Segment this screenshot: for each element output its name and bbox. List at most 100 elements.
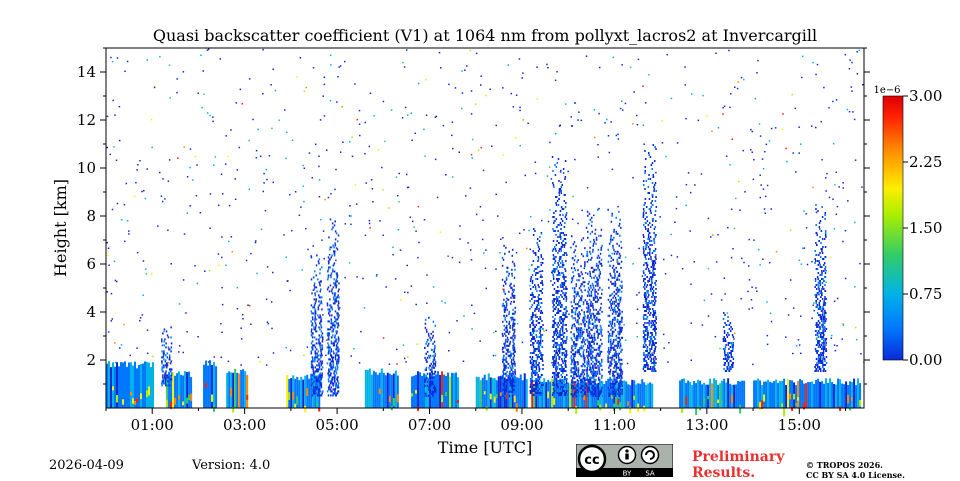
aerosol-pixel: [534, 394, 537, 396]
aerosol-pixel: [310, 364, 313, 367]
aerosol-pixel: [574, 355, 576, 358]
aerosol-pixel: [822, 278, 824, 280]
aerosol-pixel: [332, 384, 334, 387]
aerosol-pixel: [590, 390, 592, 393]
boundary-layer-cell: [687, 380, 690, 408]
aerosol-pixel: [819, 368, 821, 370]
aerosol-pixel: [310, 310, 313, 313]
aerosol-pixel: [618, 272, 621, 275]
aerosol-pixel: [563, 360, 566, 362]
boundary-layer-cell: [126, 366, 128, 408]
aerosol-pixel: [572, 357, 575, 360]
aerosol-pixel: [588, 336, 591, 339]
aerosol-pixel: [432, 394, 434, 397]
aerosol-pixel: [824, 320, 827, 322]
aerosol-pixel: [574, 337, 576, 340]
aerosol-pixel: [565, 366, 567, 368]
boundary-layer-cell: [805, 383, 808, 408]
aerosol-pixel: [583, 323, 586, 326]
aerosol-pixel: [534, 384, 536, 386]
aerosol-pixel: [619, 368, 621, 371]
aerosol-pixel: [653, 360, 656, 362]
aerosol-pixel: [536, 242, 538, 244]
aerosol-pixel: [338, 314, 340, 317]
aerosol-pixel: [318, 296, 321, 299]
aerosol-pixel: [328, 388, 330, 391]
aerosol-pixel: [597, 352, 599, 355]
aerosol-pixel: [557, 274, 560, 276]
aerosol-pixel: [587, 378, 590, 381]
aerosol-pixel: [535, 360, 538, 362]
aerosol-pixel: [508, 320, 511, 323]
aerosol-pixel: [507, 338, 509, 341]
aerosol-pixel: [318, 376, 320, 379]
aerosol-pixel: [573, 267, 576, 270]
aerosol-pixel: [510, 368, 513, 371]
aerosol-pixel: [561, 376, 564, 378]
aerosol-pixel: [329, 364, 331, 367]
aerosol-pixel: [558, 188, 561, 190]
aerosol-pixel: [534, 382, 537, 384]
aerosol-pixel: [564, 160, 567, 162]
noise-dot: [494, 354, 497, 357]
aerosol-pixel: [165, 374, 168, 377]
aerosol-pixel: [554, 230, 556, 232]
aerosol-pixel: [644, 326, 647, 328]
aerosol-pixel: [728, 348, 730, 350]
aerosol-pixel: [589, 284, 592, 287]
aerosol-pixel: [572, 371, 574, 374]
aerosol-pixel: [328, 350, 331, 353]
aerosol-pixel: [650, 326, 652, 328]
aerosol-pixel: [577, 315, 579, 318]
aerosol-pixel: [570, 387, 573, 390]
aerosol-pixel: [611, 342, 614, 345]
aerosol-pixel: [330, 272, 333, 275]
aerosol-pixel: [618, 332, 621, 335]
aerosol-pixel: [574, 303, 577, 306]
aerosol-pixel: [655, 220, 657, 222]
noise-dot: [178, 345, 181, 347]
aerosol-pixel: [321, 376, 323, 379]
aerosol-pixel: [558, 192, 560, 194]
aerosol-pixel: [318, 338, 320, 341]
aerosol-pixel: [599, 350, 601, 353]
aerosol-pixel: [533, 352, 535, 354]
aerosol-pixel: [594, 280, 597, 283]
aerosol-pixel: [538, 346, 541, 348]
aerosol-pixel: [645, 228, 647, 230]
aerosol-pixel: [311, 374, 314, 377]
aerosol-pixel: [615, 350, 617, 353]
aerosol-pixel: [817, 336, 820, 338]
aerosol-pixel: [651, 194, 654, 196]
aerosol-pixel: [332, 342, 334, 345]
aerosol-pixel: [513, 328, 516, 331]
aerosol-pixel: [556, 332, 559, 334]
aerosol-pixel: [514, 372, 517, 375]
boundary-layer-cell: [372, 370, 375, 408]
noise-dot: [732, 247, 734, 250]
aerosol-pixel: [532, 294, 534, 296]
aerosol-pixel: [430, 392, 433, 395]
aerosol-pixel: [563, 298, 565, 300]
aerosol-pixel: [647, 304, 649, 306]
aerosol-pixel: [510, 352, 512, 355]
aerosol-pixel: [557, 312, 559, 314]
aerosol-pixel: [572, 311, 574, 314]
noise-dot: [785, 147, 787, 150]
noise-dot: [137, 164, 139, 166]
aerosol-pixel: [616, 318, 619, 321]
aerosol-pixel: [819, 306, 822, 308]
aerosol-pixel: [514, 364, 516, 367]
aerosol-pixel: [327, 262, 330, 265]
aerosol-pixel: [509, 374, 511, 377]
aerosol-pixel: [619, 388, 622, 391]
aerosol-pixel: [592, 384, 594, 387]
aerosol-pixel: [573, 335, 576, 338]
aerosol-pixel: [531, 264, 533, 266]
aerosol-pixel: [535, 394, 538, 396]
boundary-layer-cell: [817, 378, 820, 408]
aerosol-pixel: [501, 278, 504, 281]
aerosol-pixel: [581, 365, 583, 368]
aerosol-pixel: [313, 306, 315, 309]
aerosol-pixel: [334, 280, 337, 283]
